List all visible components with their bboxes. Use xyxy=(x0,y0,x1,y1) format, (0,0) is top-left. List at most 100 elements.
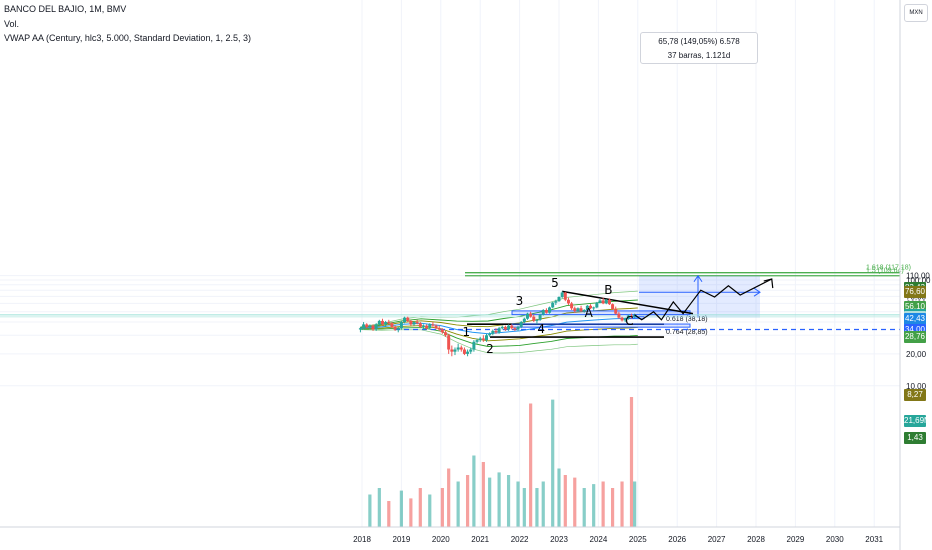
volume-bar xyxy=(506,475,511,527)
candle-body xyxy=(544,309,548,313)
candle-body xyxy=(485,335,489,341)
candle-body xyxy=(595,302,599,308)
volume-bar xyxy=(601,481,605,527)
candle-body xyxy=(570,303,574,309)
candle-body xyxy=(478,338,482,341)
x-tick-label: 2031 xyxy=(865,535,883,544)
candle-body xyxy=(437,328,441,330)
volume-bar xyxy=(418,488,422,527)
volume-bar xyxy=(582,488,586,527)
indicator-legend[interactable]: VWAP AA (Century, hlc3, 5.000, Standard … xyxy=(4,33,251,43)
candle-body xyxy=(529,313,533,317)
projected-arrowhead xyxy=(763,278,774,289)
wave-label-B: B xyxy=(604,283,612,297)
vwap-lower-band-2 xyxy=(360,325,638,342)
candle-body xyxy=(576,308,580,311)
x-tick-label: 2027 xyxy=(708,535,726,544)
candle-body xyxy=(629,315,633,317)
candle-body xyxy=(368,325,372,327)
candle-body xyxy=(573,308,577,311)
candle-body xyxy=(623,318,627,321)
candle-body xyxy=(393,326,397,330)
x-tick-label: 2022 xyxy=(511,535,529,544)
candle-body xyxy=(626,315,630,319)
volume-bar xyxy=(516,481,520,527)
candle-body xyxy=(617,313,621,318)
candle-body xyxy=(607,299,611,305)
volume-bar xyxy=(440,488,444,527)
candle-body xyxy=(447,335,451,350)
wave-label-A: A xyxy=(585,306,594,320)
candle-body xyxy=(538,314,542,320)
candle-body xyxy=(633,314,637,317)
volume-bar xyxy=(447,468,451,527)
candle-body xyxy=(371,325,375,330)
y-tick-label: 110,00 xyxy=(906,272,930,281)
volume-legend[interactable]: Vol. xyxy=(4,19,20,29)
candle-body xyxy=(554,301,558,303)
candle-body xyxy=(611,304,615,310)
candle-body xyxy=(406,317,410,321)
volume-bar xyxy=(592,484,596,527)
x-tick-label: 2025 xyxy=(629,535,647,544)
volume-bar xyxy=(481,462,485,527)
fib-retrace-label: 0.764 (28,85) xyxy=(666,329,708,336)
candle-body xyxy=(582,309,586,311)
candle-body xyxy=(503,326,507,330)
candle-body xyxy=(507,325,511,330)
volume-bars xyxy=(368,397,637,527)
wave-label-3: 3 xyxy=(516,294,524,308)
price-badge: 76,60 xyxy=(904,286,926,299)
candle-body xyxy=(384,322,388,325)
currency-label[interactable]: MXN xyxy=(904,4,928,22)
candle-body xyxy=(462,349,466,354)
candle-body xyxy=(403,317,407,323)
volume-bar xyxy=(541,481,545,527)
wave-label-5: 5 xyxy=(551,276,559,290)
candle-body xyxy=(456,347,460,350)
volume-bar xyxy=(529,403,533,527)
candle-body xyxy=(560,292,564,297)
candle-body xyxy=(557,296,561,302)
candle-body xyxy=(563,292,567,300)
candle-body xyxy=(620,317,624,321)
fib-level-label: 1.5 (109,64) xyxy=(866,268,904,275)
candle-body xyxy=(494,330,498,333)
x-tick-label: 2028 xyxy=(747,535,765,544)
volume-bar xyxy=(409,498,413,527)
wave-label-4: 4 xyxy=(537,322,545,336)
fib-level-label: 1.618 (117,18) xyxy=(866,265,911,272)
volume-bar xyxy=(620,481,624,527)
price-badge: 8,27 xyxy=(904,388,926,401)
descending-trendline xyxy=(562,290,694,315)
candle-body xyxy=(513,328,517,330)
volume-bar xyxy=(497,472,501,527)
candle-body xyxy=(374,324,378,330)
volume-bar xyxy=(610,488,615,527)
candle-body xyxy=(380,320,384,325)
volume-bar xyxy=(563,475,567,527)
projected-wave-path xyxy=(634,278,773,321)
candle-body xyxy=(566,299,570,304)
measure-line-1: 65,78 (149,05%) 6.578 xyxy=(658,37,740,46)
symbol-legend[interactable]: BANCO DEL BAJIO, 1M, BMV xyxy=(4,4,127,14)
measure-line-2: 37 barras, 1.121d xyxy=(667,51,731,60)
candle-body xyxy=(418,323,422,327)
volume-bar xyxy=(387,501,391,527)
candle-body xyxy=(362,324,366,329)
volume-bar xyxy=(557,468,561,527)
grid-lines xyxy=(0,0,900,527)
candle-body xyxy=(466,351,470,354)
wave-label-1: 1 xyxy=(462,325,470,339)
volume-bar xyxy=(629,397,634,527)
candle-body xyxy=(358,328,362,330)
candle-body xyxy=(551,302,555,308)
candle-body xyxy=(434,325,438,329)
candle-body xyxy=(444,332,448,336)
projection-path xyxy=(634,278,774,321)
measure-tooltip: 65,78 (149,05%) 6.578 37 barras, 1.121d xyxy=(640,32,758,64)
candle-body xyxy=(488,333,492,336)
candle-body xyxy=(431,324,435,326)
